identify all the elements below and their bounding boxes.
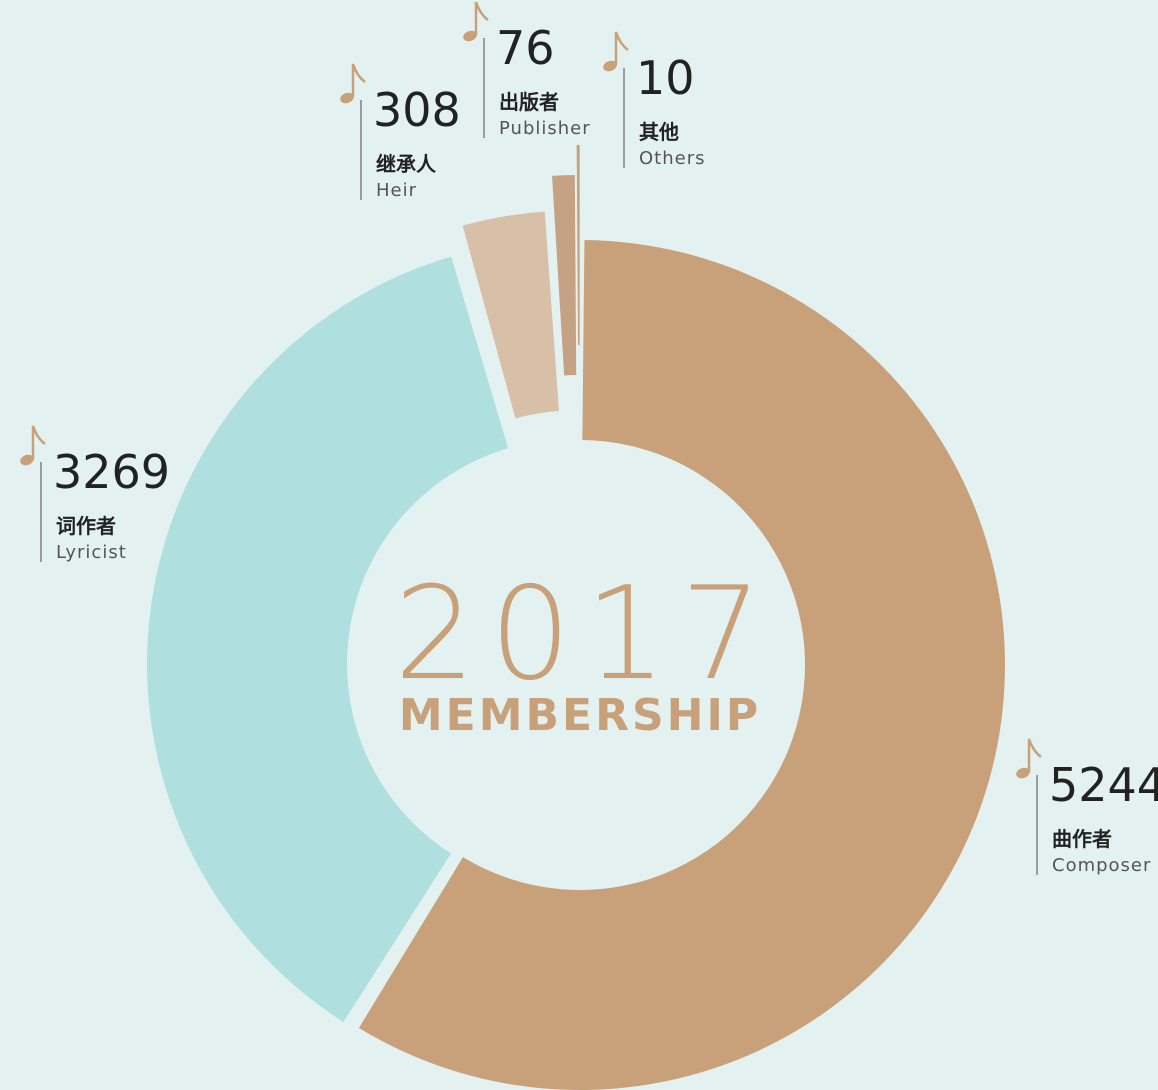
note-icon-stem <box>474 1 489 35</box>
label-group: 3269 词作者 Lyricist <box>20 425 170 563</box>
note-icon-stem <box>351 63 366 97</box>
category-subtitle: Composer <box>1052 855 1151 876</box>
category-label: 继承人 <box>376 152 437 176</box>
note-icon-head <box>340 92 354 104</box>
note-icon-head <box>20 454 34 466</box>
value-label: 10 <box>636 51 695 105</box>
value-label: 76 <box>496 21 555 75</box>
value-label: 5244 <box>1049 758 1158 812</box>
slice <box>462 211 559 419</box>
note-icon-stem <box>1027 738 1042 772</box>
category-subtitle: Heir <box>376 180 417 201</box>
value-label: 308 <box>373 83 461 137</box>
slice <box>576 145 580 346</box>
note-icon-head <box>603 60 617 72</box>
category-subtitle: Publisher <box>499 118 591 139</box>
center-label: MEMBERSHIP <box>399 690 761 741</box>
note-icon-head <box>463 30 477 42</box>
center-year: 2017 <box>394 560 776 709</box>
labels: 5244 曲作者 Composer 3269 词作者 Lyricist 308 继承人 Heir… <box>20 1 1158 876</box>
label-group: 308 继承人 Heir <box>340 63 461 201</box>
category-subtitle: Others <box>639 148 706 169</box>
label-group: 10 其他 Others <box>603 31 706 169</box>
donut <box>147 145 1005 1090</box>
label-group: 76 出版者 Publisher <box>463 1 591 139</box>
note-icon-stem <box>614 31 629 65</box>
slice <box>358 240 1005 1090</box>
note-icon-head <box>1016 767 1030 779</box>
category-label: 其他 <box>639 120 679 144</box>
note-icon-stem <box>31 425 46 459</box>
slice <box>147 256 509 1023</box>
label-group: 5244 曲作者 Composer <box>1016 738 1158 876</box>
category-subtitle: Lyricist <box>56 542 127 563</box>
category-label: 出版者 <box>499 90 559 114</box>
category-label: 词作者 <box>56 514 116 538</box>
category-label: 曲作者 <box>1052 827 1112 851</box>
value-label: 3269 <box>53 445 170 499</box>
slice <box>552 175 577 376</box>
